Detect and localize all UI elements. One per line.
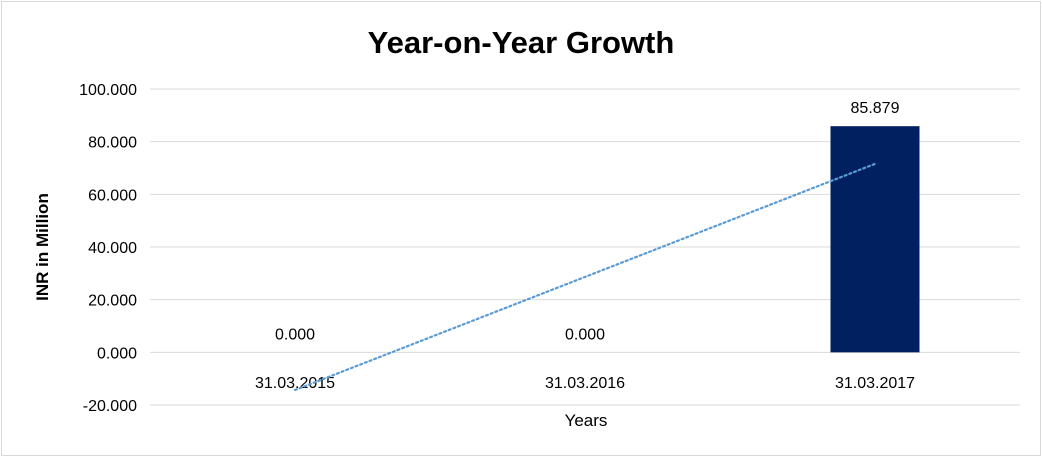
y-tick-label: -20.000 bbox=[83, 398, 137, 415]
x-tick-label: 31.03.2015 bbox=[255, 375, 335, 392]
bar bbox=[830, 126, 920, 353]
x-tick-label: 31.03.2016 bbox=[545, 375, 625, 392]
y-tick-label: 0.000 bbox=[97, 345, 137, 362]
chart-title: Year-on-Year Growth bbox=[368, 25, 675, 60]
y-axis-label: INR in Million bbox=[33, 193, 52, 301]
y-tick-label: 100.000 bbox=[79, 82, 137, 99]
y-tick-label: 40.000 bbox=[88, 240, 137, 257]
x-axis-label: Years bbox=[565, 411, 608, 430]
x-tick-label: 31.03.2017 bbox=[835, 375, 915, 392]
trendline bbox=[293, 162, 877, 392]
data-label: 85.879 bbox=[851, 100, 900, 117]
data-label: 0.000 bbox=[275, 326, 315, 343]
data-label: 0.000 bbox=[565, 326, 605, 343]
y-tick-label: 80.000 bbox=[88, 135, 137, 152]
y-tick-label: 20.000 bbox=[88, 293, 137, 310]
y-tick-label: 60.000 bbox=[88, 187, 137, 204]
